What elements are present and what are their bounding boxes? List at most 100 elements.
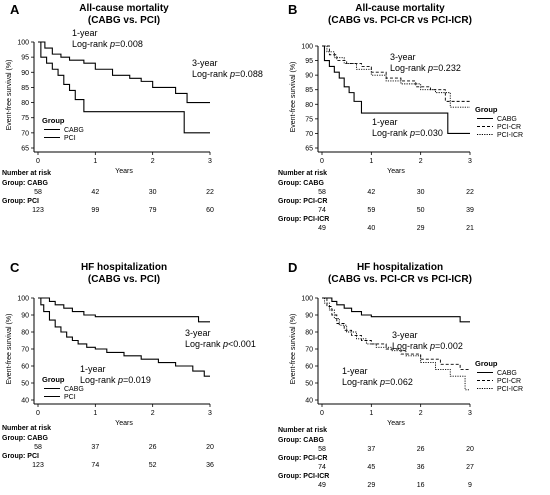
logrank-prefix: Log-rank [72, 39, 110, 49]
y-tick-label: 70 [21, 130, 29, 137]
x-tick-label: 0 [36, 158, 40, 165]
logrank-value: =0.019 [123, 375, 151, 385]
annotation-logrank: Log-rank p=0.002 [392, 341, 463, 351]
logrank-p: p [379, 377, 385, 387]
legend-title: Group [42, 375, 65, 384]
legend-label: CABG [497, 116, 517, 123]
series-line-cabg [38, 297, 210, 323]
chart-title: HF hospitalization [357, 262, 443, 273]
y-tick-label: 40 [305, 398, 313, 405]
y-tick-label: 90 [21, 313, 29, 320]
risk-count: 20 [206, 444, 214, 451]
annotation-period: 3-year [192, 58, 218, 68]
panel-label: B [288, 2, 297, 17]
y-tick-label: 65 [305, 146, 313, 153]
risk-table-title: Number at risk [2, 170, 51, 177]
y-tick-label: 90 [21, 70, 29, 77]
y-axis-label: Event-free survival (%) [290, 314, 297, 385]
risk-count: 26 [417, 446, 425, 453]
legend-label: CABG [64, 386, 84, 393]
x-axis-label: Years [387, 168, 405, 175]
x-axis-label: Years [115, 168, 133, 175]
logrank-p: p [222, 339, 228, 349]
annotation-logrank: Log-rank p<0.001 [185, 339, 256, 349]
annotation-period: 1-year [80, 364, 106, 374]
chart-title: All-cause mortality [79, 3, 169, 14]
risk-count: 74 [91, 462, 99, 469]
risk-count: 79 [149, 207, 157, 214]
risk-group-label: Group: CABG [278, 180, 324, 187]
y-axis-label: Event-free survival (%) [6, 314, 13, 385]
risk-count: 36 [206, 462, 214, 469]
y-tick-label: 80 [305, 330, 313, 337]
risk-count: 21 [466, 225, 474, 232]
legend-title: Group [475, 105, 498, 114]
annotation-period: 3-year [185, 328, 211, 338]
logrank-value: =0.232 [433, 63, 461, 73]
risk-count: 74 [318, 464, 326, 471]
y-tick-label: 85 [21, 85, 29, 92]
annotation-period: 3-year [392, 330, 418, 340]
y-tick-label: 95 [21, 55, 29, 62]
risk-count: 58 [34, 444, 42, 451]
x-tick-label: 1 [369, 158, 373, 165]
series-line-pci-icr [322, 45, 470, 108]
annotation-logrank: Log-rank p=0.019 [80, 375, 151, 385]
y-tick-label: 90 [305, 313, 313, 320]
logrank-value: =0.062 [385, 377, 413, 387]
annotation-logrank: Log-rank p=0.008 [72, 39, 143, 49]
risk-count: 58 [34, 189, 42, 196]
chart-title: HF hospitalization [81, 262, 167, 273]
risk-group-label: Group: PCI [2, 453, 39, 460]
logrank-prefix: Log-rank [185, 339, 223, 349]
panel-label: A [10, 2, 20, 17]
y-tick-label: 60 [305, 364, 313, 371]
x-tick-label: 1 [93, 158, 97, 165]
series-line-pci [38, 297, 210, 377]
y-tick-label: 95 [305, 58, 313, 65]
risk-count: 20 [466, 446, 474, 453]
risk-count: 99 [91, 207, 99, 214]
series-line-cabg [38, 41, 210, 134]
risk-count: 45 [367, 464, 375, 471]
y-tick-label: 70 [305, 131, 313, 138]
panel-label: C [10, 260, 20, 275]
chart-subtitle: (CABG vs. PCI) [88, 15, 160, 26]
logrank-value: =0.030 [415, 128, 443, 138]
logrank-value: =0.008 [115, 39, 143, 49]
y-tick-label: 70 [305, 347, 313, 354]
legend-label: PCI-ICR [497, 132, 523, 139]
logrank-prefix: Log-rank [342, 377, 380, 387]
panel-d: D HF hospitalization(CABG vs. PCI-CR vs P… [278, 260, 523, 489]
risk-count: 52 [149, 462, 157, 469]
risk-count: 29 [417, 225, 425, 232]
risk-count: 30 [417, 189, 425, 196]
annotation-period: 3-year [390, 52, 416, 62]
annotation-period: 1-year [72, 28, 98, 38]
risk-count: 60 [206, 207, 214, 214]
risk-count: 58 [318, 189, 326, 196]
y-tick-label: 100 [17, 40, 29, 47]
risk-table-title: Number at risk [278, 427, 327, 434]
y-tick-label: 80 [21, 330, 29, 337]
risk-count: 123 [32, 207, 44, 214]
y-tick-label: 60 [21, 364, 29, 371]
series-line-pci-icr [322, 297, 470, 391]
logrank-value: =0.088 [235, 69, 263, 79]
x-tick-label: 3 [208, 158, 212, 165]
risk-count: 22 [466, 189, 474, 196]
risk-count: 59 [367, 207, 375, 214]
panel-label: D [288, 260, 297, 275]
y-tick-label: 75 [305, 116, 313, 123]
y-tick-label: 85 [305, 87, 313, 94]
chart-subtitle: (CABG vs. PCI) [88, 274, 160, 285]
y-tick-label: 80 [305, 102, 313, 109]
risk-count: 58 [318, 446, 326, 453]
risk-group-label: Group: CABG [278, 437, 324, 444]
legend-label: CABG [497, 370, 517, 377]
risk-table-title: Number at risk [2, 425, 51, 432]
panel-b: B All-cause mortality(CABG vs. PCI-CR vs … [278, 2, 523, 232]
risk-count: 49 [318, 482, 326, 489]
chart-title: All-cause mortality [355, 3, 445, 14]
